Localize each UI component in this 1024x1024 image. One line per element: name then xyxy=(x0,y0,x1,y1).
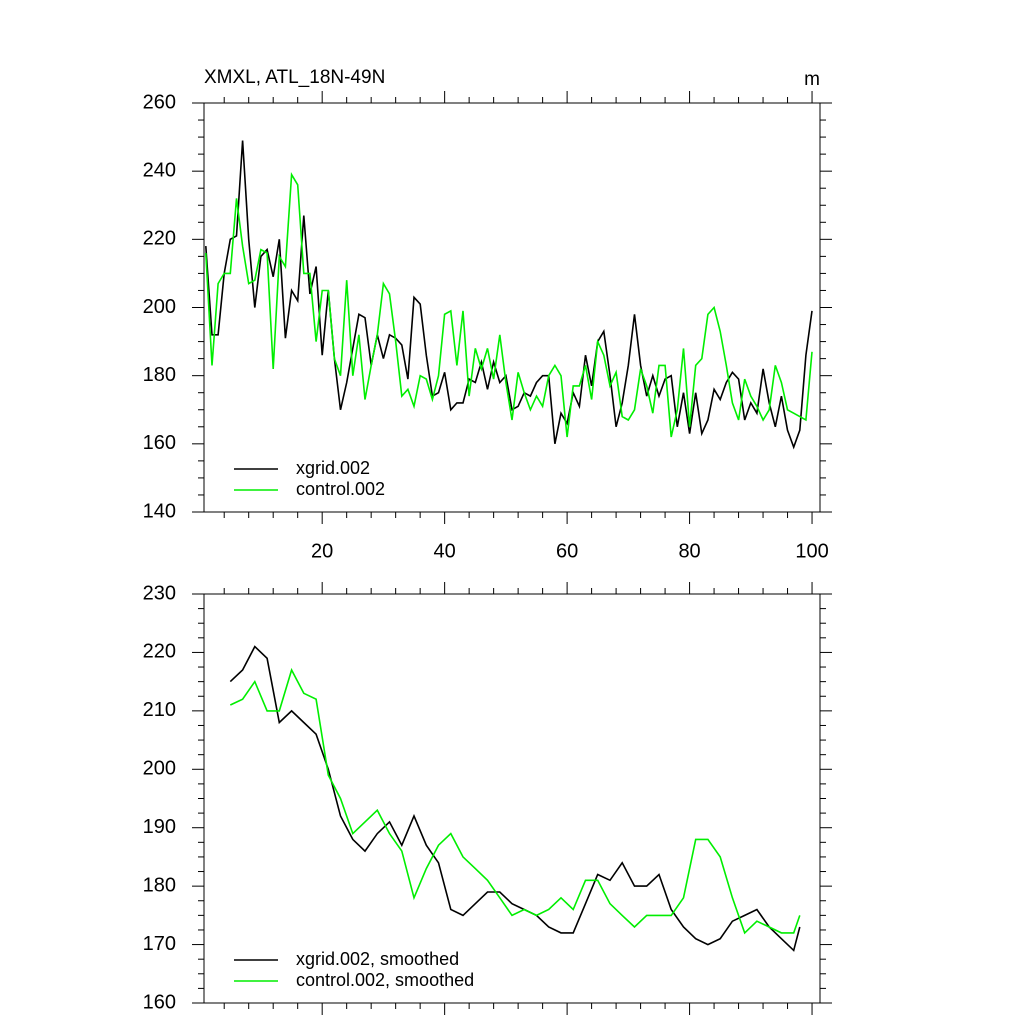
x-tick-label: 40 xyxy=(434,540,456,562)
y-tick-label: 180 xyxy=(143,364,176,386)
y-tick-label: 260 xyxy=(143,91,176,113)
legend-label: xgrid.002, smoothed xyxy=(296,949,459,969)
y-tick-label: 190 xyxy=(143,816,176,838)
data-line xyxy=(205,140,813,450)
x-tick-label: 20 xyxy=(311,540,333,562)
chart-title: XMXL, ATL_18N-49N xyxy=(204,67,385,88)
y-tick-label: 200 xyxy=(143,296,176,318)
x-tick-label: 60 xyxy=(556,540,578,562)
y-tick-label: 220 xyxy=(143,641,176,663)
legend-label: xgrid.002 xyxy=(296,458,370,478)
legend-label: control.002, smoothed xyxy=(296,970,474,990)
y-tick-label: 180 xyxy=(143,874,176,896)
y-tick-label: 220 xyxy=(143,228,176,250)
plot-frame xyxy=(203,102,821,513)
y-tick-label: 240 xyxy=(143,159,176,181)
y-tick-label: 200 xyxy=(143,758,176,780)
x-tick-label: 100 xyxy=(795,540,828,562)
legend-label: control.002 xyxy=(296,479,385,499)
data-line xyxy=(205,171,813,438)
plot-frame xyxy=(203,593,821,1004)
y-tick-label: 230 xyxy=(143,582,176,604)
unit-label: m xyxy=(804,69,820,90)
y-tick-label: 160 xyxy=(143,991,176,1013)
y-tick-label: 170 xyxy=(143,933,176,955)
data-line xyxy=(229,667,801,935)
y-tick-label: 210 xyxy=(143,699,176,721)
y-tick-label: 140 xyxy=(143,500,176,522)
y-tick-label: 160 xyxy=(143,432,176,454)
x-tick-label: 80 xyxy=(678,540,700,562)
data-line xyxy=(229,645,801,952)
